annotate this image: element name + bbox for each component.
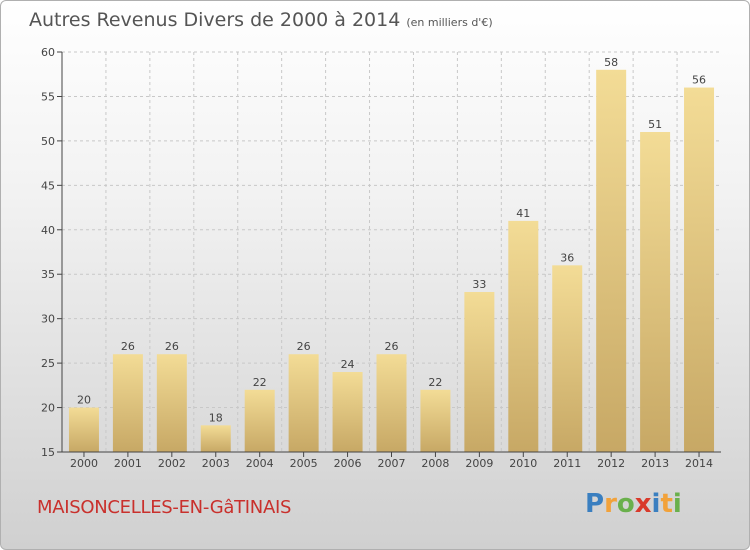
labels: 15 20 25 30 35 40 45 50 55 60 20 2000 26 2001 26 2002 18… [41,46,713,470]
chart-title-unit: (en milliers d'€) [406,16,493,29]
y-tick-label: 45 [41,179,55,192]
x-tick-label: 2011 [553,457,581,470]
proxiti-logo: Proxiti [585,489,682,519]
data-label: 41 [516,207,530,220]
bar [596,69,627,453]
data-label: 56 [692,74,706,87]
bar [552,265,583,452]
data-label: 26 [165,340,179,353]
y-tick-label: 60 [41,46,55,59]
gridlines [62,51,721,453]
logo-letter: t [660,489,673,519]
y-tick-label: 50 [41,135,55,148]
y-tick-label: 15 [41,446,55,459]
bar [244,389,275,452]
x-tick-label: 2014 [685,457,713,470]
data-label: 22 [253,376,267,389]
y-tick-label: 20 [41,402,55,415]
axes [57,51,721,457]
bar [464,292,495,452]
data-label: 36 [560,251,574,264]
x-tick-label: 2010 [509,457,537,470]
data-label: 26 [121,340,135,353]
logo-letter: i [651,489,661,519]
data-label: 24 [341,358,355,371]
data-label: 58 [604,56,618,69]
x-tick-label: 2006 [334,457,362,470]
bars [68,69,715,453]
x-tick-label: 2012 [597,457,625,470]
bar [332,372,363,452]
bar [288,354,319,452]
data-label: 33 [472,278,486,291]
data-label: 20 [77,394,91,407]
logo-letter: x [634,489,652,519]
chart-title: Autres Revenus Divers de 2000 à 2014 (en … [29,9,493,31]
x-tick-label: 2004 [246,457,274,470]
x-tick-label: 2008 [421,457,449,470]
data-label: 22 [428,376,442,389]
data-label: 51 [648,118,662,131]
x-tick-label: 2013 [641,457,669,470]
y-tick-label: 25 [41,357,55,370]
bar [508,220,539,452]
x-tick-label: 2000 [70,457,98,470]
logo-letter: P [585,489,605,519]
chart-title-main: Autres Revenus Divers de 2000 à 2014 [29,9,401,31]
data-label: 18 [209,411,223,424]
x-tick-label: 2002 [158,457,186,470]
logo-letter: r [604,489,617,519]
x-tick-label: 2009 [465,457,493,470]
bar [420,389,451,452]
logo-letter: o [616,489,635,519]
x-tick-label: 2001 [114,457,142,470]
logo-letter: i [672,489,682,519]
bar [376,354,407,452]
x-tick-label: 2007 [378,457,406,470]
y-tick-label: 55 [41,90,55,103]
y-tick-label: 40 [41,224,55,237]
bar [640,132,671,452]
x-tick-label: 2003 [202,457,230,470]
bar [200,425,231,452]
data-label: 26 [297,340,311,353]
commune-name: MAISONCELLES-EN-GâTINAIS [37,497,292,518]
x-tick-label: 2005 [290,457,318,470]
bar [68,407,99,452]
bar [112,354,143,452]
bar [156,354,187,452]
bar [684,87,715,453]
y-tick-label: 35 [41,268,55,281]
data-label: 26 [385,340,399,353]
y-tick-label: 30 [41,313,55,326]
